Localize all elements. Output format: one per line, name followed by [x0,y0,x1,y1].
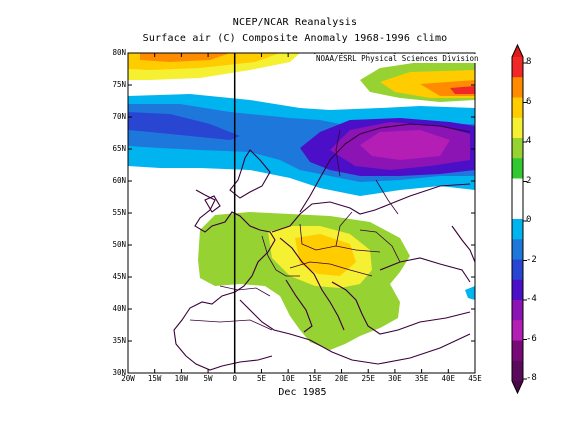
colorbar-swatch [512,198,523,220]
colorbar-swatch [512,57,523,78]
colorbar-label: 4 [526,136,532,146]
colorbar-label: -4 [526,294,537,304]
colorbar-swatch [512,97,523,119]
colorbar-label: -2 [526,254,537,265]
colorbar-label: 2 [526,175,532,186]
colorbar-swatch [512,259,523,281]
title-line-2: Surface air (C) Composite Anomaly 1968-1… [142,33,448,44]
cold-anomaly-west [128,112,240,140]
colorbar-label: 8 [526,57,532,67]
colorbar-swatch [512,117,523,139]
lon-label: 10E [281,374,295,383]
lon-label: 15W [147,374,162,383]
warm-anomaly-north-atlantic-peak [140,53,230,62]
lon-label: 45E [468,374,482,383]
colorbar-swatch [512,300,523,321]
lon-label: 20E [334,374,349,383]
lon-label: 30E [388,374,402,383]
lon-label: 25E [361,374,375,383]
lat-label: 55N [112,208,126,217]
lon-label: 0 [232,374,238,383]
cool-anomaly-east [465,286,475,300]
lon-label: 10W [174,374,189,383]
colorbar-swatch [512,239,523,260]
colorbar-swatch [512,340,523,362]
colorbar-top-arrow [512,45,523,57]
lat-label: 65N [112,144,126,153]
colorbar-swatch [512,138,523,159]
colorbar-swatch [512,178,523,200]
colorbar-label: -8 [526,373,537,383]
lon-label: 20W [121,374,135,383]
colorbar-swatch [512,219,523,240]
lat-label: 50N [112,240,126,249]
lat-label: 60N [112,176,126,185]
coastlines [173,123,475,371]
lon-label: 40E [441,374,456,383]
warm-anomaly-balkans [295,234,356,276]
lat-label: 30N [112,368,126,377]
lat-label: 75N [112,80,126,89]
lon-label: 5W [203,374,213,383]
colorbar [511,43,527,395]
colorbar-swatch [512,158,523,179]
colorbar-swatch [512,320,523,341]
colorbar-label: -6 [526,333,537,344]
lon-label: 35E [414,374,429,383]
date-label: Dec 1985 [278,387,327,398]
colorbar-label: 6 [526,96,532,107]
colorbar-swatch [512,360,523,382]
lon-label: 5E [256,374,266,383]
colorbar-swatch [512,279,523,301]
lat-label: 80N [112,48,126,57]
anomaly-fields [128,53,475,350]
lat-label: 35N [112,336,126,345]
warm-anomaly-arctic-max [450,86,475,94]
credit-label: NOAA/ESRL Physical Sciences Division [314,54,481,63]
lat-label: 45N [112,272,126,281]
cold-anomaly-scandinavia-peak [360,130,450,160]
colorbar-swatch [512,77,523,98]
lat-label: 40N [112,304,126,313]
lon-label: 15E [308,374,322,383]
lat-label: 70N [112,112,126,121]
colorbar-outline [511,43,524,395]
colorbar-label: 0 [526,215,532,225]
colorbar-bottom-arrow [512,381,523,393]
title-line-1: NCEP/NCAR Reanalysis [232,17,358,28]
